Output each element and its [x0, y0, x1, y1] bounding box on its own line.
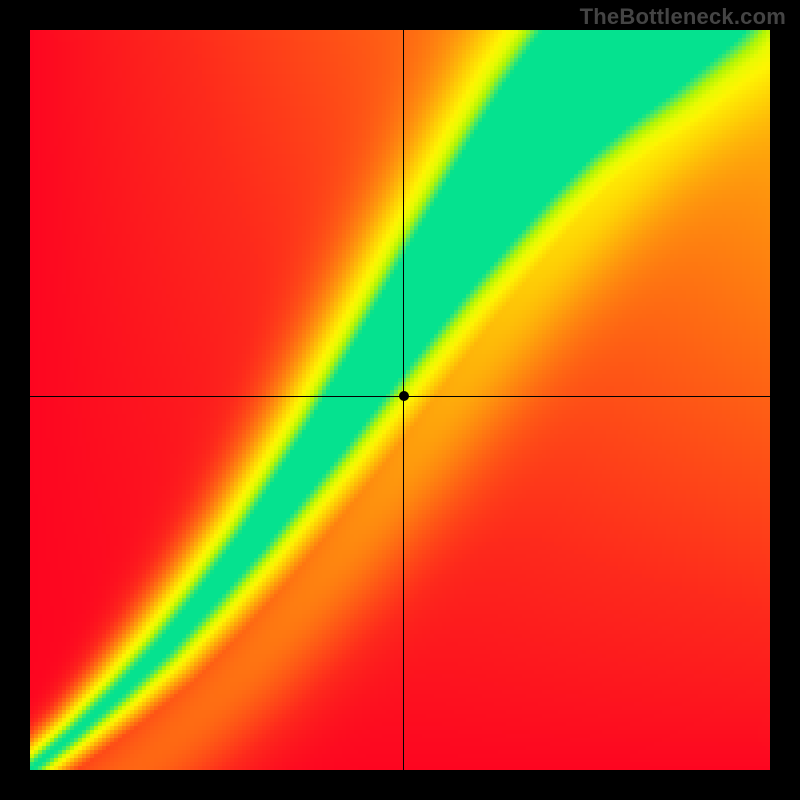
plot-area — [30, 30, 770, 770]
attribution-text: TheBottleneck.com — [580, 4, 786, 30]
crosshair-point — [399, 391, 409, 401]
chart-frame: TheBottleneck.com — [0, 0, 800, 800]
